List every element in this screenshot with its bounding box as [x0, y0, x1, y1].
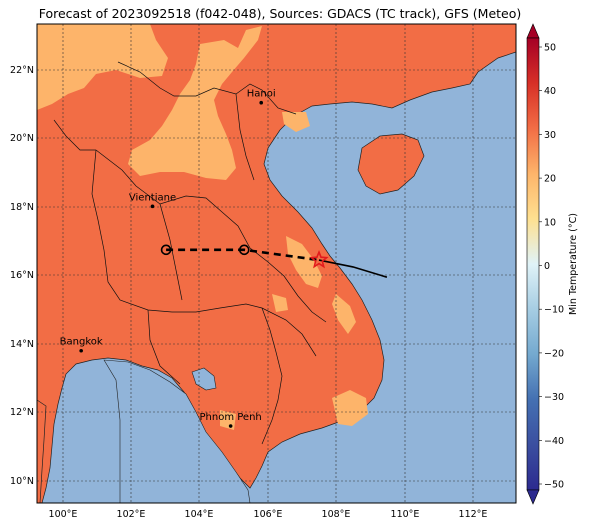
colorbar-top-arrow	[526, 23, 540, 39]
past-track-line	[318, 259, 388, 278]
city-label: Vientiane	[129, 192, 176, 203]
lon-tick-label: 110°E	[391, 509, 420, 520]
country-borders	[53, 61, 327, 445]
tonle-sap-lake	[191, 367, 217, 391]
colorbar-body	[526, 37, 540, 491]
colorbar-tick-label: −30	[544, 392, 564, 403]
forecast-track-line	[166, 248, 320, 262]
colorbar-bottom-arrow	[526, 489, 540, 505]
current-position-star	[309, 249, 329, 269]
colorbar-tick-label: 20	[544, 174, 556, 185]
lon-tick-labels: 100°E 102°E 104°E 106°E 108°E 110°E 112°…	[49, 509, 488, 520]
lat-tick-label: 10°N	[10, 476, 34, 487]
lat-tick-label: 12°N	[10, 407, 34, 418]
lon-tick-label: 106°E	[254, 509, 283, 520]
colorbar-tick-label: 30	[544, 130, 556, 141]
city-marker	[228, 424, 233, 428]
lat-tick-label: 16°N	[10, 270, 34, 281]
lon-tick-label: 108°E	[322, 509, 351, 520]
city-label: Phnom Penh	[200, 412, 262, 423]
city-marker	[79, 348, 83, 353]
lon-tick-label: 104°E	[185, 509, 214, 520]
city-marker	[150, 204, 155, 209]
forecast-position-marker	[238, 244, 250, 256]
forecast-position-marker	[160, 244, 172, 256]
colorbar-tick-label: 50	[544, 43, 556, 54]
colorbar-tick-label: 0	[544, 261, 550, 272]
city-label: Hanoi	[247, 89, 276, 100]
colorbar-label: Min Temperature (°C)	[568, 213, 579, 315]
map-title: Forecast of 2023092518 (f042-048), Sourc…	[38, 6, 522, 21]
lat-tick-label: 14°N	[10, 339, 34, 350]
lon-tick-label: 100°E	[49, 509, 78, 520]
gulf-of-thailand	[103, 359, 251, 503]
city-label: Bangkok	[60, 337, 103, 348]
lon-tick-label: 112°E	[459, 509, 488, 520]
colorbar-tick-label: −40	[544, 436, 564, 447]
city-marker	[259, 100, 264, 105]
colorbar-tick-label: 40	[544, 86, 556, 97]
lat-tick-labels: 22°N 20°N 18°N 16°N 14°N 12°N 10°N	[10, 65, 34, 487]
lat-tick-label: 20°N	[10, 133, 34, 144]
colorbar-tick-label: 10	[544, 217, 556, 228]
map-frame	[36, 23, 517, 504]
lon-tick-label: 102°E	[117, 509, 146, 520]
colorbar-tick-label: −50	[544, 480, 564, 491]
colorbar-tick-label: −10	[544, 305, 564, 316]
colorbar: 50 40 30 20 10 0 −10 −20 −30 −40 −50 Min Temperatu…	[526, 23, 579, 505]
lat-tick-label: 22°N	[10, 65, 34, 76]
lat-tick-label: 18°N	[10, 202, 34, 213]
hainan-island	[357, 133, 425, 195]
colorbar-tick-label: −20	[544, 348, 564, 359]
cool-patches	[37, 24, 368, 430]
land-south	[37, 399, 47, 503]
